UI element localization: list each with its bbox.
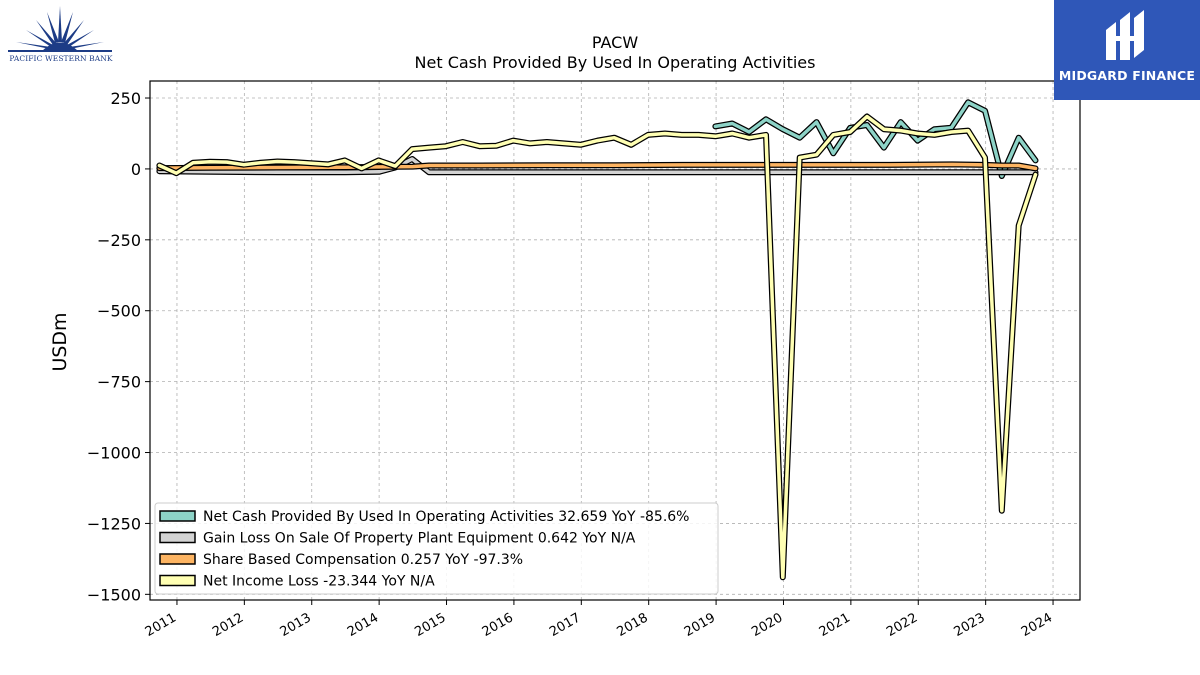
series-line-1	[157, 157, 1038, 175]
x-tick-label: 2024	[1019, 610, 1055, 640]
legend-swatch-0	[159, 510, 196, 522]
x-tick-label: 2019	[682, 610, 718, 640]
chart-legend: Net Cash Provided By Used In Operating A…	[154, 502, 719, 595]
brand-name-text: MIDGARD FINANCE	[1058, 68, 1196, 83]
chart-subtitle: Net Cash Provided By Used In Operating A…	[415, 53, 816, 72]
x-tick-label: 2023	[951, 610, 987, 640]
series-line-0	[713, 100, 1038, 178]
y-axis-label: USDm	[49, 312, 71, 371]
midgard-emblem-icon	[1106, 10, 1144, 60]
midgard-finance-logo: MIDGARD FINANCE	[1054, 0, 1200, 100]
pacific-western-bank-logo: PACIFIC WESTERN BANK	[2, 2, 120, 66]
legend-box	[154, 502, 719, 595]
chart-title: PACW	[592, 33, 638, 52]
y-tick-label: 250	[110, 89, 141, 108]
x-tick-label: 2021	[817, 610, 853, 640]
x-tick-label: 2017	[547, 610, 583, 640]
x-tick-label: 2015	[412, 610, 448, 640]
legend-swatch-2	[159, 553, 196, 565]
axes-frame	[149, 80, 1081, 601]
legend-swatch-1	[159, 531, 196, 544]
x-tick-label: 2016	[480, 610, 516, 640]
legend-swatch-3	[159, 574, 196, 587]
y-tick-label: −500	[97, 302, 141, 321]
legend-label-2: Share Based Compensation 0.257 YoY -97.3…	[203, 552, 523, 568]
x-tick-label: 2014	[345, 610, 381, 640]
x-tick-label: 2022	[884, 610, 920, 640]
x-tick-label: 2018	[615, 610, 651, 640]
x-tick-label: 2012	[210, 610, 246, 640]
x-tick-label: 2013	[278, 610, 314, 640]
series-line-3	[157, 114, 1038, 580]
x-tick-label: 2011	[143, 610, 179, 640]
chart-series	[156, 99, 1039, 581]
y-tick-label: −1000	[87, 444, 141, 463]
y-tick-label: −1500	[87, 585, 141, 604]
bank-name-text: PACIFIC WESTERN BANK	[9, 54, 113, 63]
legend-label-0: Net Cash Provided By Used In Operating A…	[203, 509, 690, 525]
sunburst-icon	[8, 6, 112, 52]
y-tick-label: −1250	[87, 514, 141, 533]
legend-label-3: Net Income Loss -23.344 YoY N/A	[203, 574, 435, 590]
legend-label-1: Gain Loss On Sale Of Property Plant Equi…	[203, 531, 636, 547]
y-tick-label: −750	[97, 373, 141, 392]
x-tick-label: 2020	[749, 610, 785, 640]
y-tick-label: 0	[131, 160, 141, 179]
y-tick-label: −250	[97, 231, 141, 250]
